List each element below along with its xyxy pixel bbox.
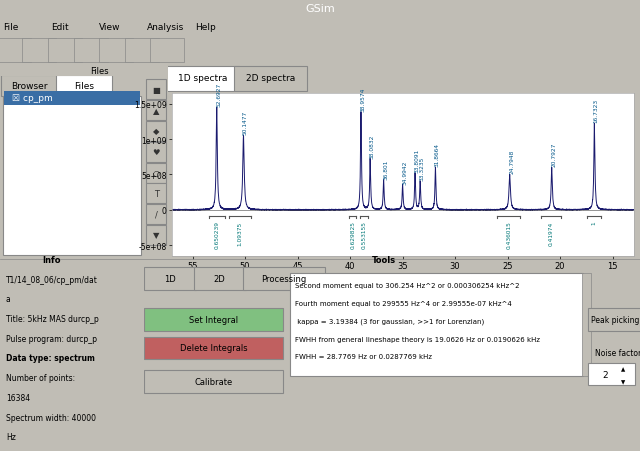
Text: 0.650239: 0.650239 <box>214 221 220 249</box>
Text: ▼: ▼ <box>621 379 625 384</box>
Text: 38.9574: 38.9574 <box>360 87 365 112</box>
Text: Tools: Tools <box>372 255 396 264</box>
Text: Second moment equal to 306.254 Hz^2 or 0.000306254 kHz^2: Second moment equal to 306.254 Hz^2 or 0… <box>295 282 520 289</box>
Text: 0.41974: 0.41974 <box>548 221 554 245</box>
Text: 36.801: 36.801 <box>383 159 388 179</box>
FancyBboxPatch shape <box>146 163 166 183</box>
FancyBboxPatch shape <box>146 143 166 162</box>
Text: 2: 2 <box>602 370 608 379</box>
Text: File: File <box>3 23 19 32</box>
Text: T: T <box>154 189 159 198</box>
FancyBboxPatch shape <box>146 205 166 225</box>
Text: Delete Integrals: Delete Integrals <box>180 344 247 353</box>
Text: 0.553155: 0.553155 <box>361 221 366 249</box>
Text: ◆: ◆ <box>153 127 159 136</box>
FancyBboxPatch shape <box>3 97 141 255</box>
FancyBboxPatch shape <box>1 76 58 97</box>
Text: T1/14_08_06/cp_pm/dat: T1/14_08_06/cp_pm/dat <box>6 275 98 284</box>
Text: 1: 1 <box>592 221 596 225</box>
Text: ○: ○ <box>152 169 160 178</box>
FancyBboxPatch shape <box>243 267 325 290</box>
Text: 20.7927: 20.7927 <box>551 143 556 167</box>
Text: 50.1477: 50.1477 <box>243 111 248 135</box>
Text: ▼: ▼ <box>153 231 159 240</box>
Text: ■: ■ <box>152 86 160 95</box>
FancyBboxPatch shape <box>291 273 583 376</box>
FancyBboxPatch shape <box>0 39 31 63</box>
Text: Set Integral: Set Integral <box>189 316 238 324</box>
FancyBboxPatch shape <box>193 267 246 290</box>
FancyBboxPatch shape <box>48 39 82 63</box>
FancyBboxPatch shape <box>144 337 283 359</box>
Text: Info: Info <box>42 255 60 264</box>
Text: 33.8091: 33.8091 <box>415 148 420 173</box>
Text: Spectrum width: 40000: Spectrum width: 40000 <box>6 413 96 422</box>
Text: 33.3235: 33.3235 <box>420 156 425 181</box>
Text: ▲: ▲ <box>153 106 159 115</box>
Text: 34.9942: 34.9942 <box>402 160 407 184</box>
Text: Pulse program: durcp_p: Pulse program: durcp_p <box>6 334 97 343</box>
Text: Fourth moment equal to 299555 Hz^4 or 2.99555e-07 kHz^4: Fourth moment equal to 299555 Hz^4 or 2.… <box>295 300 512 306</box>
FancyBboxPatch shape <box>125 39 159 63</box>
FancyBboxPatch shape <box>588 363 635 386</box>
Text: View: View <box>99 23 121 32</box>
Text: FWHH = 28.7769 Hz or 0.0287769 kHz: FWHH = 28.7769 Hz or 0.0287769 kHz <box>295 354 432 359</box>
Text: 2D: 2D <box>214 274 225 283</box>
Text: Peak picking: Peak picking <box>591 316 639 324</box>
Text: 24.7948: 24.7948 <box>509 150 514 174</box>
Text: 2D spectra: 2D spectra <box>246 74 296 83</box>
Text: 16384: 16384 <box>6 393 30 402</box>
Text: 52.6927: 52.6927 <box>216 83 221 107</box>
Text: GSim: GSim <box>305 4 335 14</box>
FancyBboxPatch shape <box>99 39 133 63</box>
Text: kappa = 3.19384 (3 for gaussian, >>1 for Lorenzian): kappa = 3.19384 (3 for gaussian, >>1 for… <box>295 318 484 325</box>
FancyBboxPatch shape <box>74 39 108 63</box>
Text: 1.09375: 1.09375 <box>238 221 243 245</box>
FancyBboxPatch shape <box>144 267 196 290</box>
Text: 31.8664: 31.8664 <box>435 143 440 167</box>
Text: 0.436015: 0.436015 <box>506 221 511 249</box>
Text: ♥: ♥ <box>152 148 160 157</box>
Text: Calibrate: Calibrate <box>195 377 232 386</box>
Text: Help: Help <box>195 23 216 32</box>
FancyBboxPatch shape <box>144 309 283 331</box>
FancyBboxPatch shape <box>146 226 166 245</box>
FancyBboxPatch shape <box>4 92 140 106</box>
FancyBboxPatch shape <box>144 371 283 393</box>
FancyBboxPatch shape <box>56 76 113 97</box>
Text: 1D spectra: 1D spectra <box>178 74 227 83</box>
Text: FWHH from general lineshape theory is 19.0626 Hz or 0.0190626 kHz: FWHH from general lineshape theory is 19… <box>295 336 540 342</box>
FancyBboxPatch shape <box>146 80 166 100</box>
FancyBboxPatch shape <box>150 39 184 63</box>
FancyBboxPatch shape <box>234 67 307 92</box>
FancyBboxPatch shape <box>588 309 640 331</box>
FancyBboxPatch shape <box>22 39 56 63</box>
Text: 38.0832: 38.0832 <box>370 134 374 158</box>
Text: Noise factor: Noise factor <box>595 348 640 357</box>
FancyBboxPatch shape <box>166 67 239 92</box>
FancyBboxPatch shape <box>146 184 166 204</box>
Text: Edit: Edit <box>51 23 69 32</box>
Text: Files: Files <box>74 82 94 91</box>
X-axis label: ppm: ppm <box>392 272 413 281</box>
Text: Processing: Processing <box>262 274 307 283</box>
Text: /: / <box>155 210 157 219</box>
Text: ☒ cp_pm: ☒ cp_pm <box>12 94 52 103</box>
FancyBboxPatch shape <box>146 122 166 142</box>
FancyBboxPatch shape <box>146 101 166 121</box>
Text: Title: 5kHz MAS durcp_p: Title: 5kHz MAS durcp_p <box>6 314 99 323</box>
FancyBboxPatch shape <box>582 273 591 376</box>
Text: Number of points:: Number of points: <box>6 373 75 382</box>
Text: Files: Files <box>90 67 109 75</box>
Text: 0.629825: 0.629825 <box>350 221 355 249</box>
Text: Hz: Hz <box>6 432 15 441</box>
Text: ▲: ▲ <box>621 366 625 371</box>
Text: Analysis: Analysis <box>147 23 184 32</box>
Text: Data type: spectrum: Data type: spectrum <box>6 354 95 363</box>
Text: a: a <box>6 295 10 304</box>
Text: 16.7323: 16.7323 <box>594 99 599 123</box>
Text: Browser: Browser <box>12 82 48 91</box>
Text: 1D: 1D <box>164 274 176 283</box>
